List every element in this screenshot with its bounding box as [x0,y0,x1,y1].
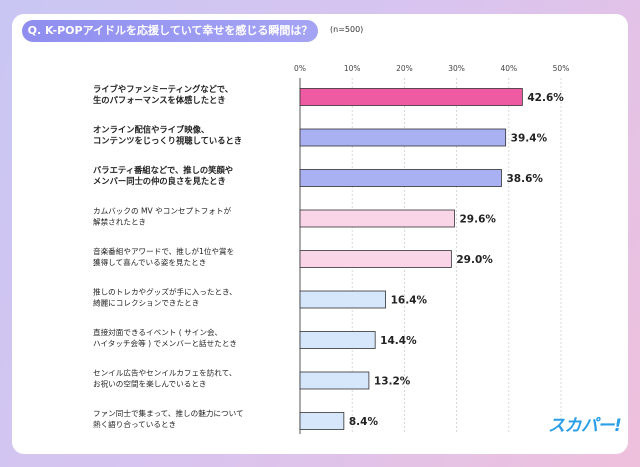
category-label: オンライン配信やライブ映像、コンテンツをじっくり視聴しているとき [93,125,242,146]
value-label: 29.6% [460,214,497,226]
x-tick-label: 0% [294,64,306,73]
bar [299,250,452,268]
sample-size-label: (n=500) [330,25,364,34]
value-label: 39.4% [511,133,548,145]
bar [299,371,370,390]
category-label: センイル広告やセンイルカフェを訪れて、お祝いの空間を楽しんでいるとき [93,368,236,389]
bars [299,88,523,430]
bar [299,331,376,349]
bar [299,209,455,228]
value-labels: 42.6% 39.4% 38.6% 29.6% 29.0% 16.4% 14.4% 13.2%… [349,92,564,428]
bar [299,88,523,106]
x-tick-label: 40% [500,64,517,73]
value-label: 8.4% [349,416,379,428]
value-label: 38.6% [506,173,543,185]
x-axis-ticks: 0% 10% 20% 30% 40% 50% [294,64,569,73]
category-label: バラエティ番組などで、推しの笑顔やメンバー同士の仲の良さを見たとき [93,165,233,186]
category-label: 音楽番組やアワードで、推しが1位や賞を獲得して喜んでいる姿を見たとき [93,246,234,267]
x-tick-label: 50% [553,64,570,73]
value-label: 42.6% [527,92,564,104]
value-label: 16.4% [391,295,428,307]
x-tick-label: 30% [448,64,465,73]
question-title: Q. K-POPアイドルを応援していて幸せを感じる瞬間は？ [22,20,318,42]
category-labels: ライブやファンミーティングなどで、生のパフォーマンスを体感したときオンライン配信… [93,84,244,429]
bar [299,290,387,309]
category-label: ファン同士で集まって、推しの魅力について熱く語り合っているとき [93,408,244,429]
bar [299,128,507,147]
category-label: 直接対面できるイベント ( サイン会、ハイタッチ会等 ) でメンバーと話せたとき [93,327,237,348]
value-label: 13.2% [374,376,411,388]
bar [299,412,345,430]
value-label: 14.4% [380,335,417,347]
x-tick-label: 10% [344,64,361,73]
value-label: 29.0% [456,254,493,266]
category-label: ライブやファンミーティングなどで、生のパフォーマンスを体感したとき [93,84,233,105]
skyperfect-logo: スカパー! [548,416,622,436]
category-label: カムバックの MV やコンセプトフォトが解禁されたとき [93,206,231,227]
bar [299,169,502,187]
category-label: 推しのトレカやグッズが手に入ったとき、綺麗にコレクションできたとき [93,287,237,308]
x-tick-label: 20% [396,64,413,73]
